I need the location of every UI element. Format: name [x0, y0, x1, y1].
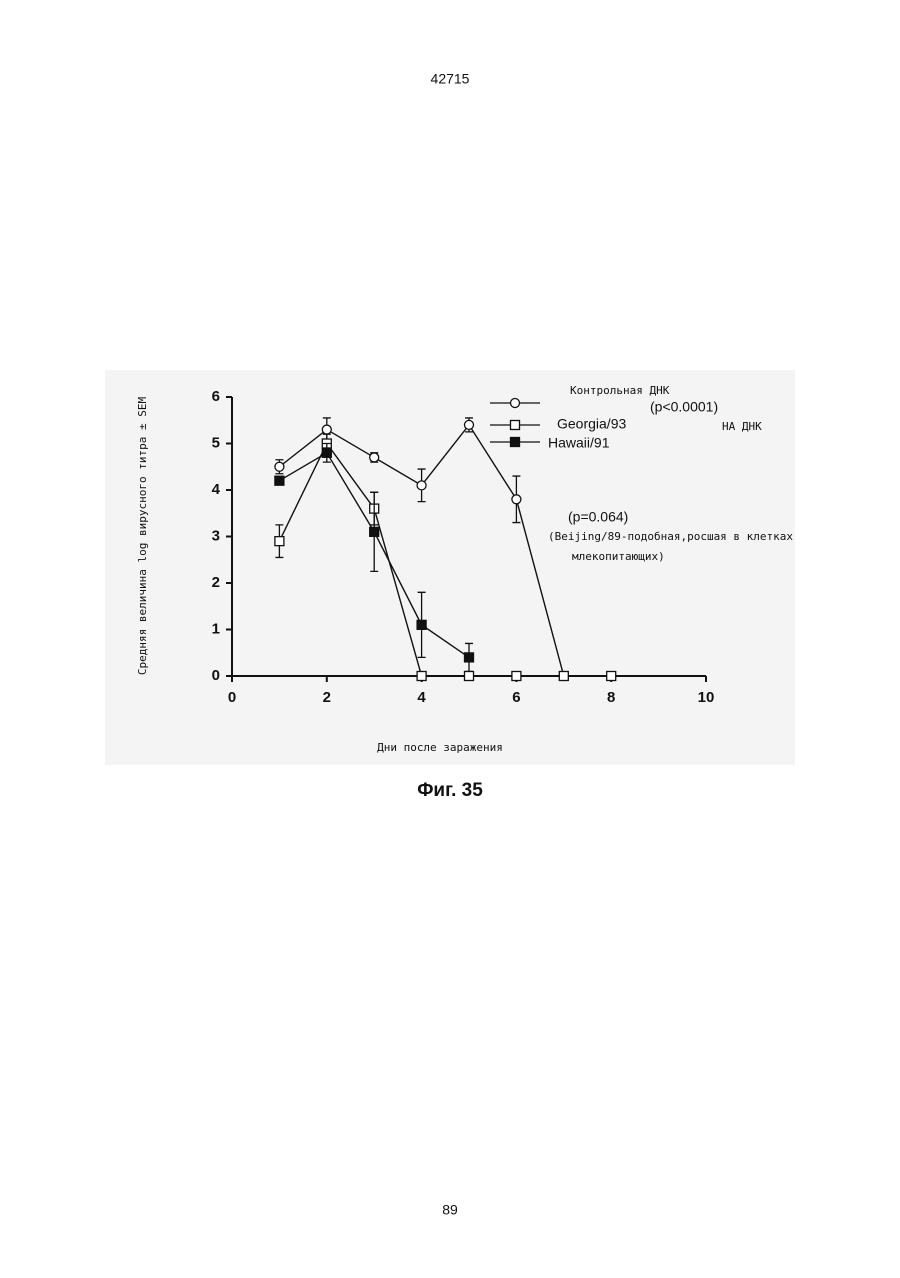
data-point	[370, 527, 379, 536]
x-tick-label: 4	[417, 689, 426, 706]
x-tick-label: 2	[323, 689, 331, 706]
annotation: млекопитающих)	[572, 550, 665, 563]
x-tick-label: 6	[512, 689, 520, 706]
data-point	[417, 481, 426, 490]
data-point	[322, 448, 331, 457]
data-point	[417, 620, 426, 629]
page: {"header": "42715", "chart_data": {"type…	[0, 0, 900, 1273]
legend-marker	[511, 399, 520, 408]
y-tick-label: 2	[212, 574, 220, 591]
annotation: (Beijing/89-подобная,росшая в клетках	[548, 530, 793, 543]
data-point	[417, 672, 426, 681]
caption: Фиг. 35	[417, 780, 483, 801]
header: 42715	[431, 71, 470, 87]
x-tick-label: 0	[228, 689, 236, 706]
data-point	[512, 495, 521, 504]
data-point	[465, 653, 474, 662]
data-point	[322, 425, 331, 434]
annotation: (p<0.0001)	[650, 399, 718, 415]
x-tick-label: 10	[698, 689, 715, 706]
data-point	[607, 672, 616, 681]
x-tick-label: 8	[607, 689, 615, 706]
data-point	[275, 476, 284, 485]
y-axis-label: Средняя величина log вирусного титра ± S…	[136, 397, 149, 676]
y-tick-label: 5	[212, 434, 220, 451]
data-point	[370, 453, 379, 462]
data-point	[275, 462, 284, 471]
data-point	[559, 672, 568, 681]
data-point	[465, 420, 474, 429]
y-tick-label: 4	[212, 481, 221, 498]
data-point	[512, 672, 521, 681]
y-tick-label: 0	[212, 667, 220, 684]
y-tick-label: 6	[212, 388, 220, 405]
legend-label: Контрольная ДНК	[570, 384, 670, 397]
legend-marker	[511, 421, 520, 430]
data-point	[275, 537, 284, 546]
x-axis-label: Дни после заражения	[377, 741, 503, 754]
legend-marker	[511, 438, 520, 447]
document-page: 42715 Дни после заражения Средняя величи…	[0, 0, 900, 1273]
legend-label: Georgia/93	[557, 416, 626, 432]
y-tick-label: 1	[212, 620, 220, 637]
annotation: (p=0.064)	[568, 509, 628, 525]
legend-label: Hawaii/91	[548, 435, 610, 451]
annotation: НА ДНК	[722, 420, 762, 433]
figure-background	[105, 370, 795, 765]
data-point	[465, 672, 474, 681]
y-tick-label: 3	[212, 527, 220, 544]
page-number: 89	[442, 1202, 458, 1218]
